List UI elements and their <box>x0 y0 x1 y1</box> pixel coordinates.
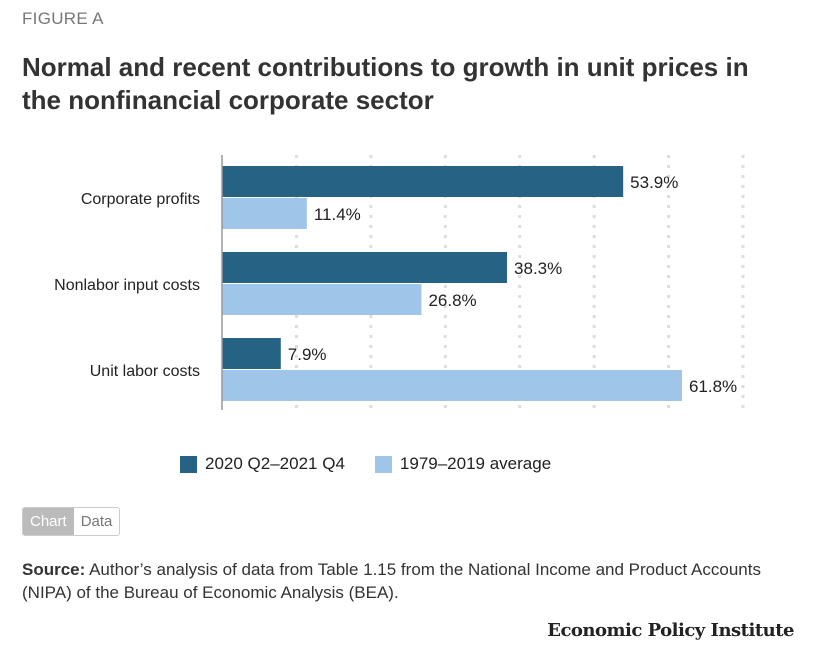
source-note: Source: Author’s analysis of data from T… <box>22 558 782 604</box>
chart-title: Normal and recent contributions to growt… <box>22 52 749 115</box>
bar <box>222 252 508 283</box>
epi-logo: Economic Policy Institute <box>547 620 794 641</box>
data-label: 53.9% <box>630 173 678 192</box>
data-label: 26.8% <box>428 291 476 310</box>
source-label: Source: <box>22 560 86 579</box>
legend-swatch <box>374 455 392 473</box>
figure-label: FIGURE A <box>22 9 104 28</box>
bar <box>222 166 624 197</box>
source-text: Author’s analysis of data from Table 1.1… <box>22 560 761 602</box>
bar <box>222 370 682 401</box>
data-label: 7.9% <box>288 345 327 364</box>
legend-label: 1979–2019 average <box>399 454 552 473</box>
bar <box>222 338 281 369</box>
bar <box>222 198 307 229</box>
legend-swatch <box>180 455 197 473</box>
data-label: 11.4% <box>314 205 361 224</box>
data-label: 38.3% <box>514 259 562 278</box>
view-toggle: Chart Data <box>22 507 121 536</box>
legend-item-average: 1979–2019 average <box>374 454 552 474</box>
legend-item-recent: 2020 Q2–2021 Q4 <box>180 454 345 474</box>
bar <box>222 284 422 315</box>
data-tab[interactable]: Data <box>73 508 120 535</box>
bar-chart: Corporate profits 53.9% 11.4% Nonlabor inpu… <box>54 155 745 410</box>
category-label: Corporate profits <box>81 191 200 208</box>
category-label: Nonlabor input costs <box>54 277 200 294</box>
category-label: Unit labor costs <box>90 363 200 380</box>
legend: 2020 Q2–2021 Q4 1979–2019 average <box>180 454 551 474</box>
chart-tab[interactable]: Chart <box>23 508 74 535</box>
legend-label: 2020 Q2–2021 Q4 <box>205 454 345 473</box>
data-label: 61.8% <box>689 377 737 396</box>
